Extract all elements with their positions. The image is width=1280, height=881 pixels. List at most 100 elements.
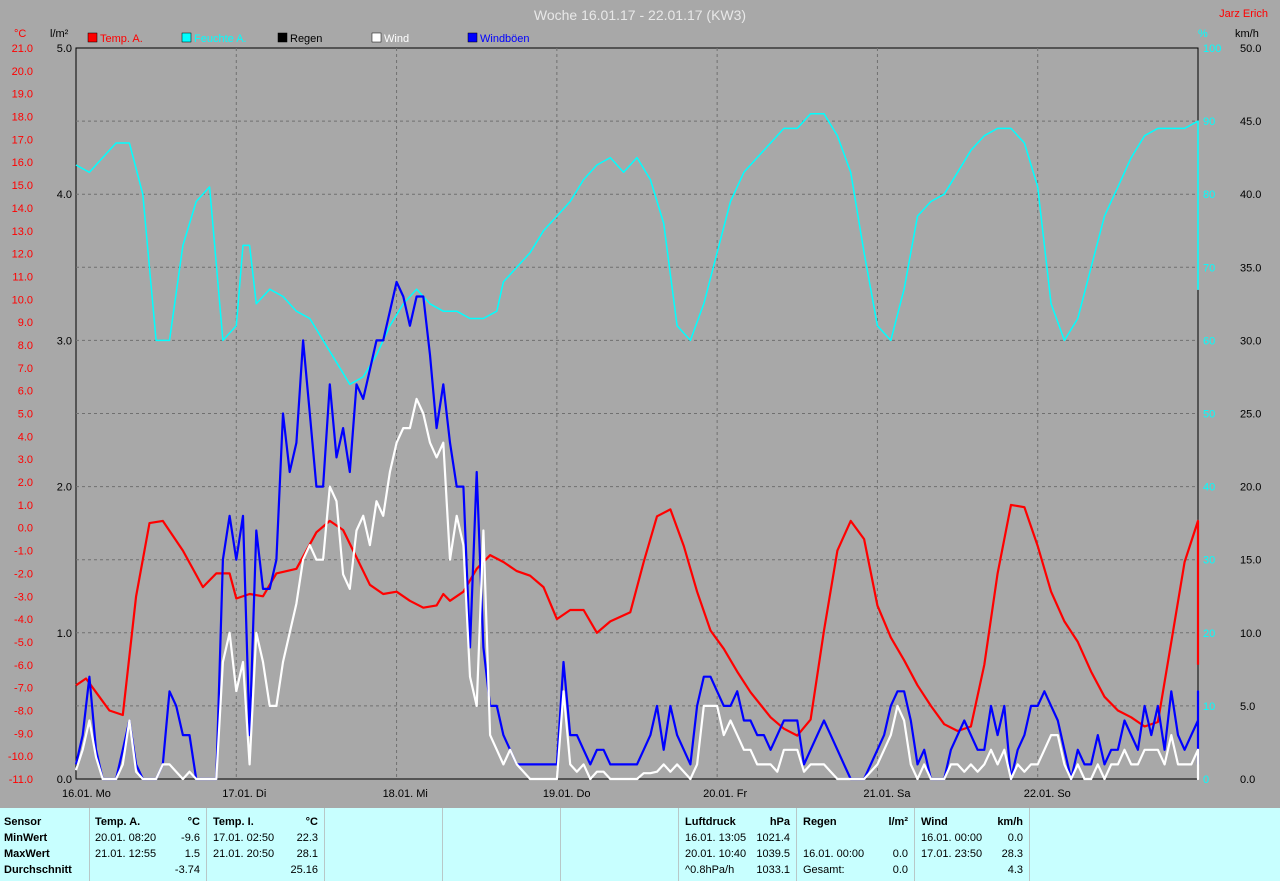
legend-swatch (277, 32, 288, 43)
stat-temp-a-max-val: 1.5 (184, 848, 200, 860)
temp-unit-label: °C (14, 28, 26, 40)
stat-temp-a-header: Temp. A. (95, 816, 141, 828)
wind-axis: 50.0 45.0 40.0 35.0 30.0 25.0 20.0 15.0 10.0 5.0 0… (1240, 43, 1261, 786)
temp-tick-label: 11.0 (12, 271, 33, 283)
stat-col-temp-a: Temp. A. °C 20.01. 08:20 -9.6 21.01. 12:… (89, 808, 206, 881)
temp-tick-label: 6.0 (18, 386, 33, 398)
stat-wind-header: Wind (921, 816, 948, 828)
temp-tick-label: 2.0 (18, 477, 33, 489)
series-line-temp-a- (75, 503, 1200, 737)
temp-tick-label: -10.0 (8, 751, 33, 763)
temp-tick-label: 0.0 (18, 523, 33, 535)
humidity-tick-label: 50 (1203, 409, 1215, 421)
chart-series (74, 113, 1200, 781)
stat-col-empty-4 (1029, 808, 1280, 881)
humidity-tick-label: 10 (1203, 701, 1215, 713)
temp-tick-label: 13.0 (12, 226, 33, 238)
temp-tick-label: 1.0 (18, 500, 33, 512)
temp-tick-label: 20.0 (12, 66, 33, 78)
stat-pressure-header: Luftdruck (685, 816, 736, 828)
rain-axis: 5.0 4.0 3.0 2.0 1.0 0.0 (57, 43, 72, 786)
wind-tick-label: 45.0 (1240, 116, 1261, 128)
stat-temp-i-min-val: 22.3 (296, 832, 318, 844)
stat-row-max: MaxWert (4, 848, 50, 860)
temp-tick-label: 3.0 (18, 454, 33, 466)
stat-rain-total-val: 0.0 (892, 864, 908, 876)
stat-temp-a-unit: °C (187, 816, 200, 828)
x-tick-label: 22.01. So (1024, 788, 1071, 800)
temp-tick-label: -11.0 (9, 774, 33, 786)
temp-tick-label: 17.0 (12, 134, 33, 146)
stat-rain-header: Regen (803, 816, 837, 828)
wind-tick-label: 15.0 (1240, 555, 1261, 567)
x-tick-label: 21.01. Sa (863, 788, 911, 800)
humidity-tick-label: 30 (1203, 555, 1215, 567)
legend-swatch (87, 32, 98, 43)
temp-tick-label: -8.0 (14, 705, 33, 717)
temp-tick-label: 21.0 (12, 43, 33, 55)
stat-temp-a-avg-val: -3.74 (174, 864, 200, 876)
temp-tick-label: 18.0 (12, 112, 33, 124)
rain-tick-label: 0.0 (57, 774, 72, 786)
wind-tick-label: 50.0 (1240, 43, 1261, 55)
stat-temp-i-max-val: 28.1 (296, 848, 318, 860)
legend-swatch (371, 32, 382, 43)
stat-temp-i-min-time: 17.01. 02:50 (213, 832, 275, 844)
legend-label: Regen (290, 33, 322, 45)
temp-tick-label: -4.0 (14, 614, 33, 626)
temp-tick-label: -9.0 (14, 728, 33, 740)
rain-unit-label: l/m² (50, 28, 69, 40)
wind-unit-label: km/h (1235, 28, 1259, 40)
temp-tick-label: 5.0 (18, 409, 33, 421)
legend-swatch (467, 32, 478, 43)
stat-rain-max-time: 16.01. 00:00 (803, 848, 865, 860)
stat-pressure-unit: hPa (769, 816, 790, 828)
x-tick-label: 19.01. Do (543, 788, 591, 800)
x-tick-label: 16.01. Mo (62, 788, 111, 800)
stat-rain-unit: l/m² (888, 816, 908, 828)
humidity-tick-label: 40 (1203, 482, 1215, 494)
stat-temp-i-max-time: 21.01. 20:50 (213, 848, 275, 860)
stat-row-min: MinWert (4, 832, 48, 844)
temp-tick-label: 8.0 (18, 340, 33, 352)
temp-tick-label: -6.0 (14, 660, 33, 672)
temp-tick-label: -1.0 (14, 546, 33, 558)
series-line-wind (74, 397, 1200, 781)
stat-wind-unit: km/h (997, 816, 1023, 828)
temp-tick-label: 15.0 (12, 180, 33, 192)
temp-tick-label: 9.0 (18, 317, 33, 329)
stat-col-temp-i: Temp. I. °C 17.01. 02:50 22.3 21.01. 20:… (206, 808, 324, 881)
weather-chart: Woche 16.01.17 - 22.01.17 (KW3) Jarz Eri… (7, 7, 1268, 800)
wind-tick-label: 30.0 (1240, 335, 1261, 347)
stat-wind-min-time: 16.01. 00:00 (921, 832, 983, 844)
x-axis: 16.01. Mo 17.01. Di 18.01. Mi 19.01. Do 20.0… (62, 788, 1071, 800)
stat-temp-a-min-time: 20.01. 08:20 (95, 832, 157, 844)
stat-wind-max-time: 17.01. 23:50 (921, 848, 983, 860)
temp-tick-label: -3.0 (14, 591, 33, 603)
rain-tick-label: 2.0 (57, 482, 72, 494)
rain-tick-label: 5.0 (57, 43, 72, 55)
stat-temp-i-unit: °C (305, 816, 318, 828)
stat-col-empty-2 (442, 808, 560, 881)
stat-pressure-avg-val: 1033.1 (756, 864, 790, 876)
temp-tick-label: 4.0 (18, 431, 33, 443)
stat-pressure-trend: ^0.8hPa/h (685, 864, 735, 876)
stat-wind-max-val: 28.3 (1001, 848, 1023, 860)
humidity-tick-label: 60 (1203, 335, 1215, 347)
humidity-tick-label: 70 (1203, 262, 1215, 274)
legend-label: Temp. A. (100, 33, 143, 45)
temp-tick-label: 19.0 (12, 89, 33, 101)
series-line-windb-en (74, 280, 1200, 781)
legend-label: Wind (384, 33, 409, 45)
stat-col-sensor: Sensor MinWert MaxWert Durchschnitt (4, 808, 89, 881)
stat-pressure-min-val: 1021.4 (756, 832, 790, 844)
stat-temp-i-header: Temp. I. (213, 816, 254, 828)
chart-title: Woche 16.01.17 - 22.01.17 (KW3) (534, 7, 746, 23)
stat-pressure-max-val: 1039.5 (756, 848, 790, 860)
stat-wind-min-val: 0.0 (1007, 832, 1023, 844)
wind-tick-label: 10.0 (1240, 628, 1261, 640)
temp-tick-label: 7.0 (18, 363, 33, 375)
humidity-tick-label: 0 (1203, 774, 1209, 786)
stat-sensor-header: Sensor (4, 816, 42, 828)
